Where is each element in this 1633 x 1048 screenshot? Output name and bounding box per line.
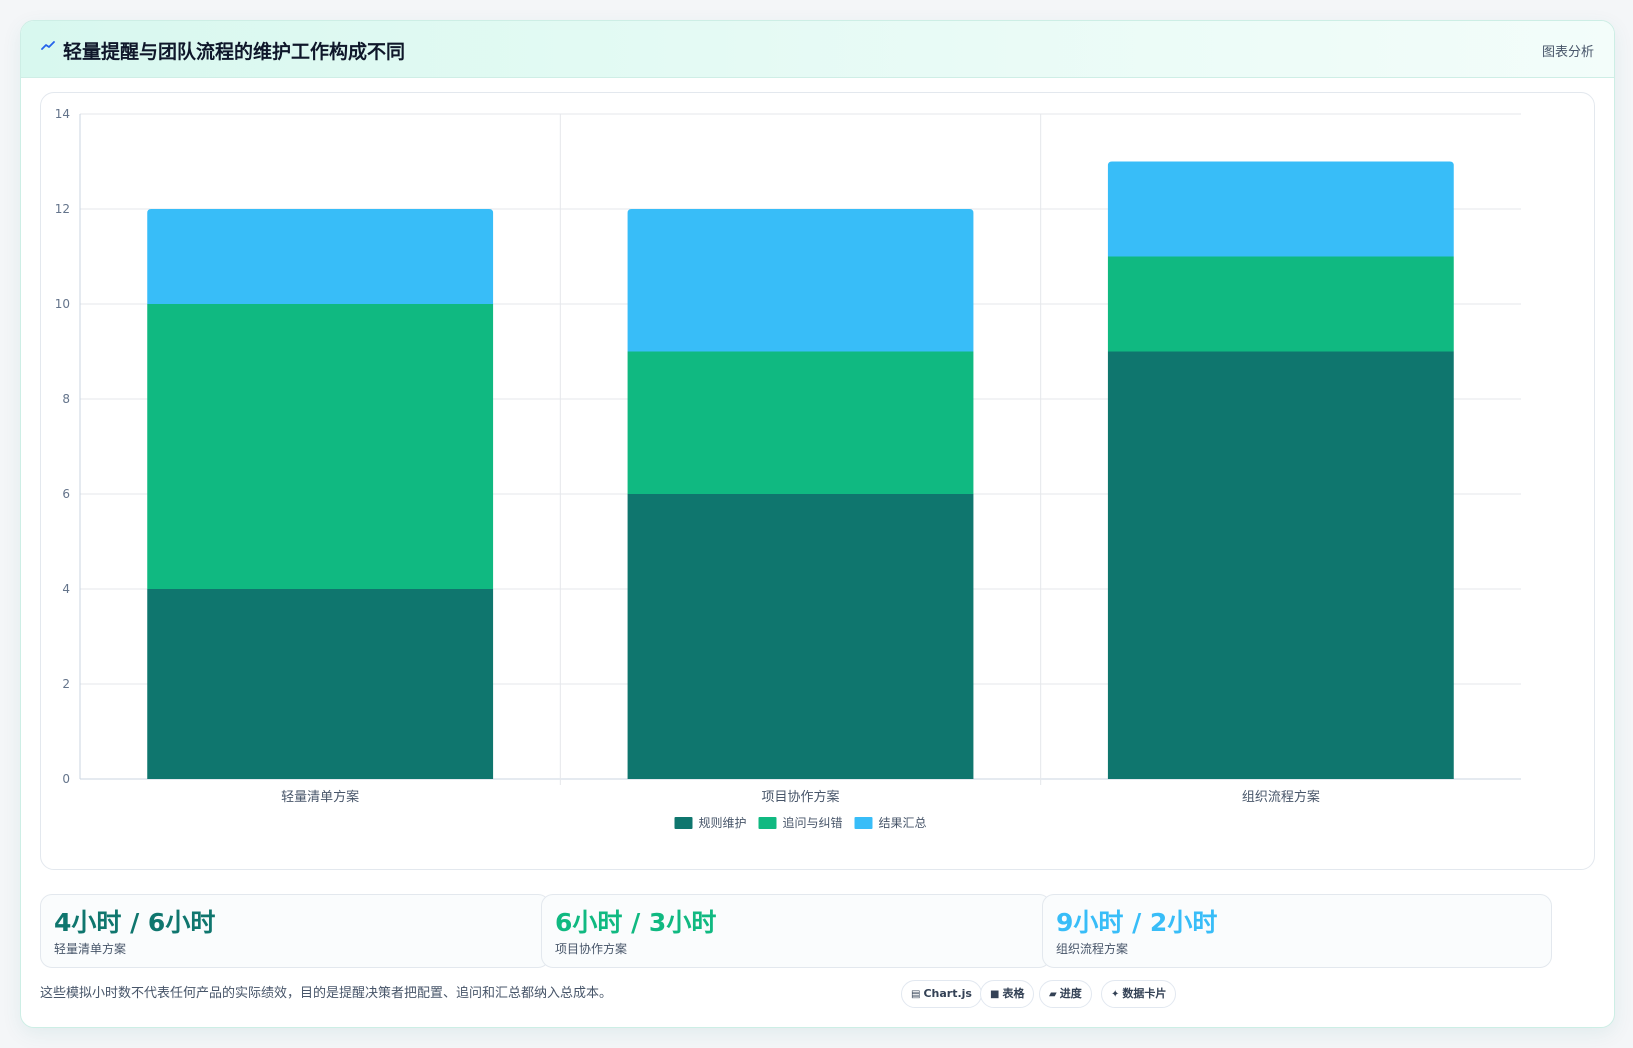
stat-card-1: 4小时 / 6小时 轻量清单方案 <box>40 894 550 968</box>
legend-swatch <box>674 817 693 829</box>
bar-segment <box>627 351 974 494</box>
page-title: 轻量提醒与团队流程的维护工作构成不同 <box>63 41 406 63</box>
chip-label: Chart.js <box>923 987 972 1000</box>
bar-segment <box>147 304 494 589</box>
chip-progress[interactable]: ▰ 进度 <box>1039 980 1092 1008</box>
legend-label: 结果汇总 <box>879 816 927 830</box>
chip-chartjs[interactable]: ▤ Chart.js <box>901 980 982 1008</box>
table-icon: ■ <box>990 989 1000 1000</box>
bar-segment <box>627 209 974 352</box>
chip-label: 数据卡片 <box>1122 987 1167 1000</box>
legend-swatch <box>758 817 777 829</box>
y-tick-label: 2 <box>62 677 70 691</box>
x-tick-label: 轻量清单方案 <box>281 789 359 805</box>
footnote: 这些模拟小时数不代表任何产品的实际绩效，目的是提醒决策者把配置、追问和汇总都纳入… <box>40 986 613 1001</box>
bar-segment <box>1107 351 1454 779</box>
card-header: 轻量提醒与团队流程的维护工作构成不同 图表分析 <box>21 21 1614 78</box>
chart-icon: ▤ <box>911 989 921 1000</box>
bar-segment <box>147 589 494 779</box>
y-tick-label: 14 <box>55 107 70 121</box>
card-icon: ✦ <box>1111 989 1120 1000</box>
chip-data-card[interactable]: ✦ 数据卡片 <box>1101 980 1177 1008</box>
stat-cards: 4小时 / 6小时 轻量清单方案 6小时 / 3小时 项目协作方案 9小时 / … <box>40 894 1593 968</box>
x-tick-label: 项目协作方案 <box>761 789 839 805</box>
legend-label: 规则维护 <box>699 815 747 830</box>
progress-icon: ▰ <box>1049 989 1057 1000</box>
chip-label: 表格 <box>1002 987 1025 1000</box>
stat-label: 项目协作方案 <box>555 942 628 956</box>
bar-segment <box>1107 161 1454 257</box>
y-tick-label: 6 <box>62 487 70 501</box>
chart-line-icon <box>41 41 55 50</box>
chip-label: 进度 <box>1059 987 1082 1000</box>
y-tick-label: 0 <box>62 772 70 786</box>
bar-segment <box>147 209 494 304</box>
bar-segment <box>1107 256 1454 352</box>
legend-label: 追问与纠错 <box>783 815 843 830</box>
y-tick-label: 10 <box>55 297 70 311</box>
y-tick-label: 4 <box>62 582 70 596</box>
chart-card: 轻量提醒与团队流程的维护工作构成不同 图表分析 0 2 4 6 8 10 12 14 轻量清单方… <box>20 20 1615 1028</box>
stat-value: 9小时 / 2小时 <box>1056 908 1218 937</box>
legend-swatch <box>854 817 873 829</box>
header-tag: 图表分析 <box>1541 45 1594 60</box>
stat-label: 组织流程方案 <box>1056 942 1129 956</box>
chip-table[interactable]: ■ 表格 <box>980 980 1035 1008</box>
y-tick-label: 8 <box>62 392 70 406</box>
stat-label: 轻量清单方案 <box>54 942 127 956</box>
stat-value: 6小时 / 3小时 <box>555 908 717 937</box>
stat-card-2: 6小时 / 3小时 项目协作方案 <box>541 894 1051 968</box>
bar-segment <box>627 494 974 779</box>
y-tick-label: 12 <box>55 202 70 216</box>
x-tick-label: 组织流程方案 <box>1242 789 1320 805</box>
chart-panel: 0 2 4 6 8 10 12 14 轻量清单方案 项目协作方案 组织流程方案规则维护 追问与纠错 结果… <box>40 92 1595 870</box>
stat-value: 4小时 / 6小时 <box>54 908 216 937</box>
stat-card-3: 9小时 / 2小时 组织流程方案 <box>1042 894 1552 968</box>
